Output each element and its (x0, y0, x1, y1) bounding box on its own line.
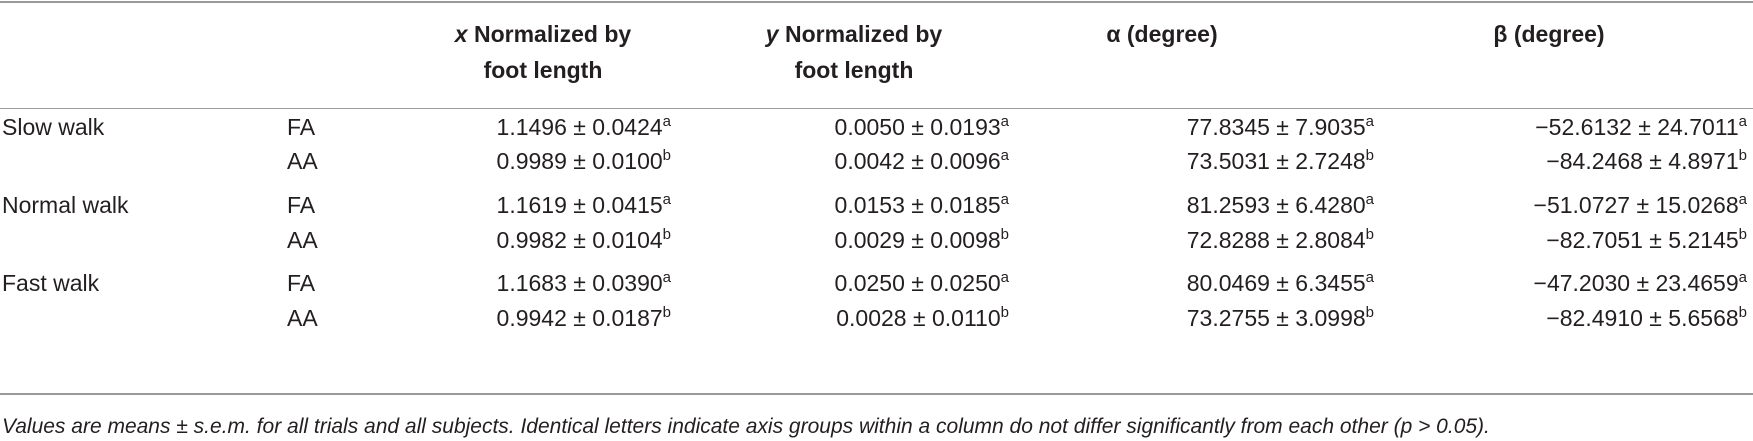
table-cell-c2: 0.0042 ± 0.0096a (835, 148, 1009, 175)
table-cell-c1: 0.9942 ± 0.0187b (497, 305, 671, 332)
cell-value: 0.0153 ± 0.0185 (834, 192, 1001, 218)
cell-significance-letter: b (1365, 304, 1374, 321)
table-cell-c3: 77.8345 ± 7.9035a (1187, 114, 1374, 141)
row-axis-label: AA (287, 148, 318, 174)
table-cell-c1: 1.1496 ± 0.0424a (497, 114, 671, 141)
table-cell-c4: −82.7051 ± 5.2145b (1546, 227, 1747, 254)
cell-value: 73.2755 ± 3.0998 (1186, 305, 1366, 331)
cell-value: 0.0250 ± 0.0250 (834, 270, 1001, 296)
cell-significance-letter: a (1738, 269, 1747, 286)
table-cell-c3: 81.2593 ± 6.4280a (1187, 192, 1374, 219)
row-axis-label: FA (287, 270, 316, 296)
cell-value: 0.9982 ± 0.0104 (496, 227, 663, 253)
table-cell-c3: 72.8288 ± 2.8084b (1187, 227, 1374, 254)
cell-significance-letter: a (1365, 191, 1374, 208)
header-x-var: x (454, 21, 468, 47)
table-top-rule (0, 1, 1753, 3)
cell-value: 1.1683 ± 0.0390 (496, 270, 663, 296)
cell-value: 0.9989 ± 0.0100 (496, 148, 663, 174)
cell-value: −51.0727 ± 15.0268 (1533, 192, 1739, 218)
cell-significance-letter: a (1000, 113, 1009, 130)
header-y-normalized: y Normalized by foot length (719, 16, 989, 88)
table-cell-c3: 73.2755 ± 3.0998b (1187, 305, 1374, 332)
cell-significance-letter: a (1365, 113, 1374, 130)
header-alpha: α (degree) (1106, 21, 1218, 47)
cell-significance-letter: b (1738, 304, 1747, 321)
cell-significance-letter: b (662, 304, 671, 321)
cell-value: −52.6132 ± 24.7011 (1535, 114, 1739, 140)
table-cell-c1: 0.9989 ± 0.0100b (497, 148, 671, 175)
table-cell-c2: 0.0029 ± 0.0098b (835, 227, 1009, 254)
table-cell-c2: 0.0050 ± 0.0193a (835, 114, 1009, 141)
row-axis-label: AA (287, 305, 318, 331)
row-axis-label: FA (287, 192, 316, 218)
cell-value: 1.1496 ± 0.0424 (496, 114, 663, 140)
cell-value: 72.8288 ± 2.8084 (1186, 227, 1366, 253)
header-y-text: Normalized by (784, 21, 943, 47)
table-cell-c2: 0.0153 ± 0.0185a (835, 192, 1009, 219)
cell-value: −82.4910 ± 5.6568 (1546, 305, 1739, 331)
row-group-label: Normal walk (2, 192, 129, 218)
header-beta: β (degree) (1493, 21, 1605, 47)
cell-significance-letter: a (1000, 147, 1009, 164)
table-cell-c2: 0.0250 ± 0.0250a (835, 270, 1009, 297)
table-cell-c1: 1.1683 ± 0.0390a (497, 270, 671, 297)
cell-significance-letter: b (1000, 304, 1009, 321)
table-cell-c2: 0.0028 ± 0.0110b (836, 305, 1009, 332)
table-bottom-rule (0, 393, 1753, 395)
cell-value: −84.2468 ± 4.8971 (1546, 148, 1739, 174)
cell-significance-letter: a (662, 269, 671, 286)
table-cell-c4: −52.6132 ± 24.7011a (1535, 114, 1747, 141)
cell-value: 0.0029 ± 0.0098 (834, 227, 1001, 253)
cell-value: 81.2593 ± 6.4280 (1186, 192, 1366, 218)
cell-significance-letter: b (1738, 226, 1747, 243)
row-group-label: Fast walk (2, 270, 100, 296)
cell-value: −82.7051 ± 5.2145 (1546, 227, 1739, 253)
header-x-line1: x Normalized by (408, 16, 678, 52)
table-cell-c4: −84.2468 ± 4.8971b (1546, 148, 1747, 175)
cell-value: 0.0042 ± 0.0096 (834, 148, 1001, 174)
cell-significance-letter: b (662, 147, 671, 164)
table-footnote: Values are means ± s.e.m. for all trials… (2, 415, 1490, 438)
table-cell-c4: −82.4910 ± 5.6568b (1546, 305, 1747, 332)
cell-value: 80.0469 ± 6.3455 (1186, 270, 1366, 296)
cell-significance-letter: b (1738, 147, 1747, 164)
table-cell-c3: 73.5031 ± 2.7248b (1187, 148, 1374, 175)
cell-significance-letter: b (1000, 226, 1009, 243)
cell-significance-letter: b (662, 226, 671, 243)
row-group-label: Slow walk (2, 114, 105, 140)
table-cell-c4: −51.0727 ± 15.0268a (1534, 192, 1747, 219)
cell-value: −47.2030 ± 23.4659 (1533, 270, 1739, 296)
header-y-var: y (765, 21, 779, 47)
row-axis-label: AA (287, 227, 318, 253)
cell-significance-letter: a (1000, 269, 1009, 286)
cell-significance-letter: a (662, 191, 671, 208)
cell-significance-letter: a (1738, 113, 1747, 130)
cell-significance-letter: b (1365, 226, 1374, 243)
cell-value: 0.9942 ± 0.0187 (496, 305, 663, 331)
cell-value: 0.0050 ± 0.0193 (834, 114, 1001, 140)
table-cell-c4: −47.2030 ± 23.4659a (1534, 270, 1747, 297)
cell-value: 73.5031 ± 2.7248 (1186, 148, 1366, 174)
cell-value: 1.1619 ± 0.0415 (496, 192, 663, 218)
cell-value: 0.0028 ± 0.0110 (836, 305, 1001, 331)
cell-significance-letter: a (662, 113, 671, 130)
header-y-line2: foot length (794, 57, 914, 83)
cell-significance-letter: a (1365, 269, 1374, 286)
cell-significance-letter: a (1738, 191, 1747, 208)
table-cell-c3: 80.0469 ± 6.3455a (1187, 270, 1374, 297)
table-cell-c1: 0.9982 ± 0.0104b (497, 227, 671, 254)
row-axis-label: FA (287, 114, 316, 140)
header-x-line2: foot length (483, 57, 603, 83)
cell-value: 77.8345 ± 7.9035 (1186, 114, 1366, 140)
cell-significance-letter: b (1365, 147, 1374, 164)
header-y-line1: y Normalized by (719, 16, 989, 52)
cell-significance-letter: a (1000, 191, 1009, 208)
header-x-text: Normalized by (473, 21, 632, 47)
table-header-rule (0, 108, 1753, 109)
table-cell-c1: 1.1619 ± 0.0415a (497, 192, 671, 219)
header-x-normalized: x Normalized by foot length (408, 16, 678, 88)
